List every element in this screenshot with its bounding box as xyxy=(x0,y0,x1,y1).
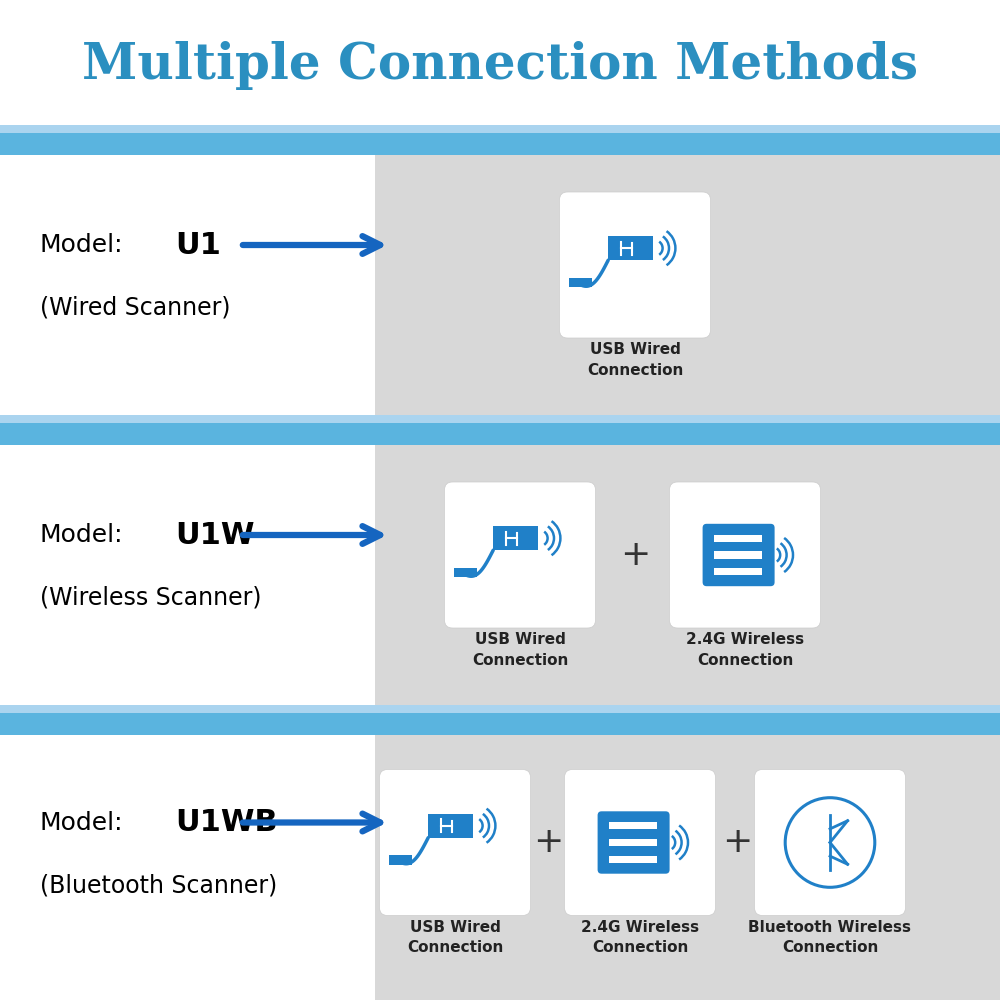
Text: 2.4G Wireless
Connection: 2.4G Wireless Connection xyxy=(686,632,804,668)
Text: USB Wired
Connection: USB Wired Connection xyxy=(407,920,503,956)
FancyBboxPatch shape xyxy=(380,770,530,916)
Bar xyxy=(0,735,375,1000)
Bar xyxy=(0,125,1000,133)
Bar xyxy=(714,551,762,559)
Text: USB Wired
Connection: USB Wired Connection xyxy=(472,632,568,668)
Text: (Wired Scanner): (Wired Scanner) xyxy=(40,296,230,320)
Bar xyxy=(0,705,1000,713)
Bar xyxy=(609,856,657,863)
Bar xyxy=(0,423,1000,445)
Text: U1WB: U1WB xyxy=(175,808,278,837)
Bar xyxy=(375,155,1000,425)
Text: 2.4G Wireless
Connection: 2.4G Wireless Connection xyxy=(581,920,699,956)
FancyBboxPatch shape xyxy=(598,811,670,874)
Text: USB Wired
Connection: USB Wired Connection xyxy=(587,342,683,378)
Text: Multiple Connection Methods: Multiple Connection Methods xyxy=(82,40,918,90)
Bar xyxy=(428,814,473,838)
FancyBboxPatch shape xyxy=(703,524,775,586)
Bar xyxy=(454,568,477,577)
Bar xyxy=(389,855,412,865)
Bar xyxy=(0,415,1000,423)
Bar xyxy=(375,735,1000,1000)
Bar xyxy=(714,568,762,575)
Text: +: + xyxy=(620,538,650,572)
Bar xyxy=(0,713,1000,735)
FancyBboxPatch shape xyxy=(444,482,596,628)
Text: +: + xyxy=(533,826,563,859)
FancyBboxPatch shape xyxy=(670,482,820,628)
Bar xyxy=(609,839,657,846)
Bar xyxy=(0,133,1000,155)
Text: Model:: Model: xyxy=(40,233,124,257)
Text: U1: U1 xyxy=(175,231,221,259)
Bar xyxy=(375,445,1000,715)
Text: (Bluetooth Scanner): (Bluetooth Scanner) xyxy=(40,874,277,898)
FancyBboxPatch shape xyxy=(755,770,906,916)
Bar xyxy=(608,236,653,260)
Text: Bluetooth Wireless
Connection: Bluetooth Wireless Connection xyxy=(748,920,912,956)
Text: +: + xyxy=(722,826,752,859)
Bar xyxy=(569,278,592,287)
Text: (Wireless Scanner): (Wireless Scanner) xyxy=(40,586,262,610)
FancyBboxPatch shape xyxy=(564,770,716,916)
Bar xyxy=(0,445,375,715)
FancyBboxPatch shape xyxy=(560,192,710,338)
Bar xyxy=(609,822,657,829)
Text: Model:: Model: xyxy=(40,810,124,834)
Bar xyxy=(714,535,762,542)
Bar xyxy=(0,155,375,425)
Bar xyxy=(493,526,538,550)
Text: U1W: U1W xyxy=(175,520,254,550)
Text: Model:: Model: xyxy=(40,523,124,547)
